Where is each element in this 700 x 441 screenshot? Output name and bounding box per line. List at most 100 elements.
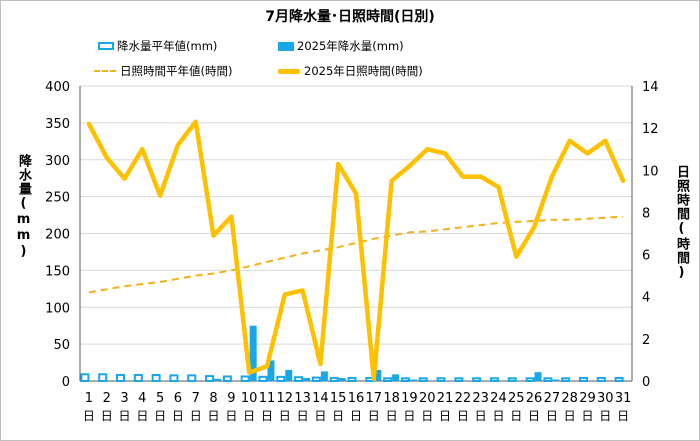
x-tick-suffix: 日 (617, 409, 629, 423)
x-tick-label: 23 (472, 391, 489, 406)
x-tick-suffix: 日 (564, 409, 576, 423)
x-tick-label: 5 (156, 391, 164, 406)
bar-normal-precip (276, 375, 286, 382)
y-right-tick-label: 4 (642, 291, 650, 306)
legend-label-normal-precip: 降水量平年値(mm) (117, 39, 218, 53)
legend-swatch-solid-bar (278, 41, 294, 51)
x-tick-label: 28 (561, 391, 578, 406)
x-tick-suffix: 日 (368, 409, 380, 423)
x-tick-label: 19 (401, 391, 418, 406)
x-tick-label: 4 (138, 391, 146, 406)
x-tick-label: 11 (259, 391, 276, 406)
bar-normal-precip (133, 373, 143, 382)
x-tick-label: 2 (103, 391, 111, 406)
bar-normal-precip (418, 377, 428, 382)
x-tick-suffix: 日 (492, 409, 504, 423)
bar-normal-precip (205, 375, 215, 383)
y-right-tick-label: 10 (642, 164, 659, 179)
bar-2025-precip (374, 369, 382, 381)
legend-item-2025-precip: 2025年降水量(mm) (278, 38, 404, 54)
bar-normal-precip (436, 377, 446, 382)
bar-2025-precip (320, 371, 328, 381)
y-left-tick-label: 250 (45, 191, 70, 206)
bar-2025-precip (534, 372, 542, 381)
bar-normal-precip (258, 375, 268, 382)
y-left-tick-label: 350 (45, 117, 70, 132)
bar-normal-precip (222, 375, 232, 382)
x-tick-suffix: 日 (350, 409, 362, 423)
y-left-tick-label: 300 (45, 154, 70, 169)
bar-normal-precip (472, 377, 482, 382)
x-tick-label: 21 (437, 391, 454, 406)
legend-label-2025-sunshine: 2025年日照時間(時間) (304, 64, 423, 78)
x-tick-suffix: 日 (225, 409, 237, 423)
x-tick-suffix: 日 (403, 409, 415, 423)
x-tick-suffix: 日 (261, 409, 273, 423)
x-tick-label: 14 (312, 391, 329, 406)
y-left-axis-title: 降水量(mm) (16, 154, 31, 260)
bar-normal-precip (614, 376, 624, 383)
bar-normal-precip (311, 376, 321, 383)
bar-normal-precip (507, 377, 517, 382)
bar-normal-precip (561, 377, 571, 382)
bar-normal-precip (151, 373, 161, 382)
y-right-tick-label: 6 (642, 249, 650, 264)
bar-2025-precip (392, 374, 400, 381)
bar-normal-precip (98, 373, 108, 383)
x-tick-suffix: 日 (546, 409, 558, 423)
x-tick-suffix: 日 (439, 409, 451, 423)
legend-item-normal-precip: 降水量平年値(mm) (98, 38, 217, 54)
legend-swatch-dashed-line (94, 70, 116, 72)
y-right-tick-label: 2 (642, 333, 650, 348)
bar-normal-precip (454, 377, 464, 382)
bar-2025-precip (338, 378, 346, 381)
x-tick-label: 12 (277, 391, 294, 406)
x-tick-label: 31 (615, 391, 632, 406)
bar-2025-precip (249, 325, 257, 381)
x-tick-suffix: 日 (332, 409, 344, 423)
legend-label-2025-precip: 2025年降水量(mm) (297, 39, 404, 53)
line-normal-sunshine (88, 215, 624, 294)
x-tick-suffix: 日 (136, 409, 148, 423)
x-tick-suffix: 日 (528, 409, 540, 423)
x-tick-label: 29 (579, 391, 596, 406)
x-tick-label: 17 (366, 391, 383, 406)
x-tick-suffix: 日 (457, 409, 469, 423)
x-tick-suffix: 日 (172, 409, 184, 423)
bar-normal-precip (489, 377, 499, 382)
y-right-axis-title: 日照時間(時間) (674, 165, 689, 281)
y-left-tick-label: 50 (53, 338, 70, 353)
x-tick-label: 10 (241, 391, 258, 406)
bar-normal-precip (543, 377, 553, 382)
x-tick-label: 27 (544, 391, 561, 406)
x-tick-suffix: 日 (190, 409, 202, 423)
x-tick-suffix: 日 (297, 409, 309, 423)
x-tick-suffix: 日 (314, 409, 326, 423)
legend-swatch-solid-line (278, 68, 300, 74)
x-tick-label: 6 (174, 391, 182, 406)
x-tick-label: 1 (85, 391, 93, 406)
chart-title: 7月降水量･日照時間(日別) (265, 9, 435, 25)
x-tick-label: 3 (120, 391, 128, 406)
bar-normal-precip (240, 375, 250, 382)
legend-swatch-hollow-bar (98, 42, 114, 50)
line-2025-sunshine (86, 119, 626, 382)
y-right-tick-label: 0 (642, 375, 650, 390)
x-tick-suffix: 日 (421, 409, 433, 423)
bar-2025-precip (303, 378, 311, 381)
x-tick-label: 22 (455, 391, 472, 406)
x-tick-suffix: 日 (243, 409, 255, 423)
x-tick-label: 25 (508, 391, 525, 406)
x-tick-suffix: 日 (208, 409, 220, 423)
x-tick-suffix: 日 (154, 409, 166, 423)
y-right-tick-label: 14 (642, 80, 659, 95)
bar-normal-precip (596, 376, 606, 383)
y-left-tick-label: 100 (45, 301, 70, 316)
y-left-tick-label: 200 (45, 228, 70, 243)
bar-normal-precip (347, 376, 357, 383)
x-tick-label: 13 (294, 391, 311, 406)
y-left-tick-label: 150 (45, 264, 70, 279)
x-tick-suffix: 日 (581, 409, 593, 423)
bar-2025-precip (552, 379, 560, 381)
x-tick-suffix: 日 (83, 409, 95, 423)
